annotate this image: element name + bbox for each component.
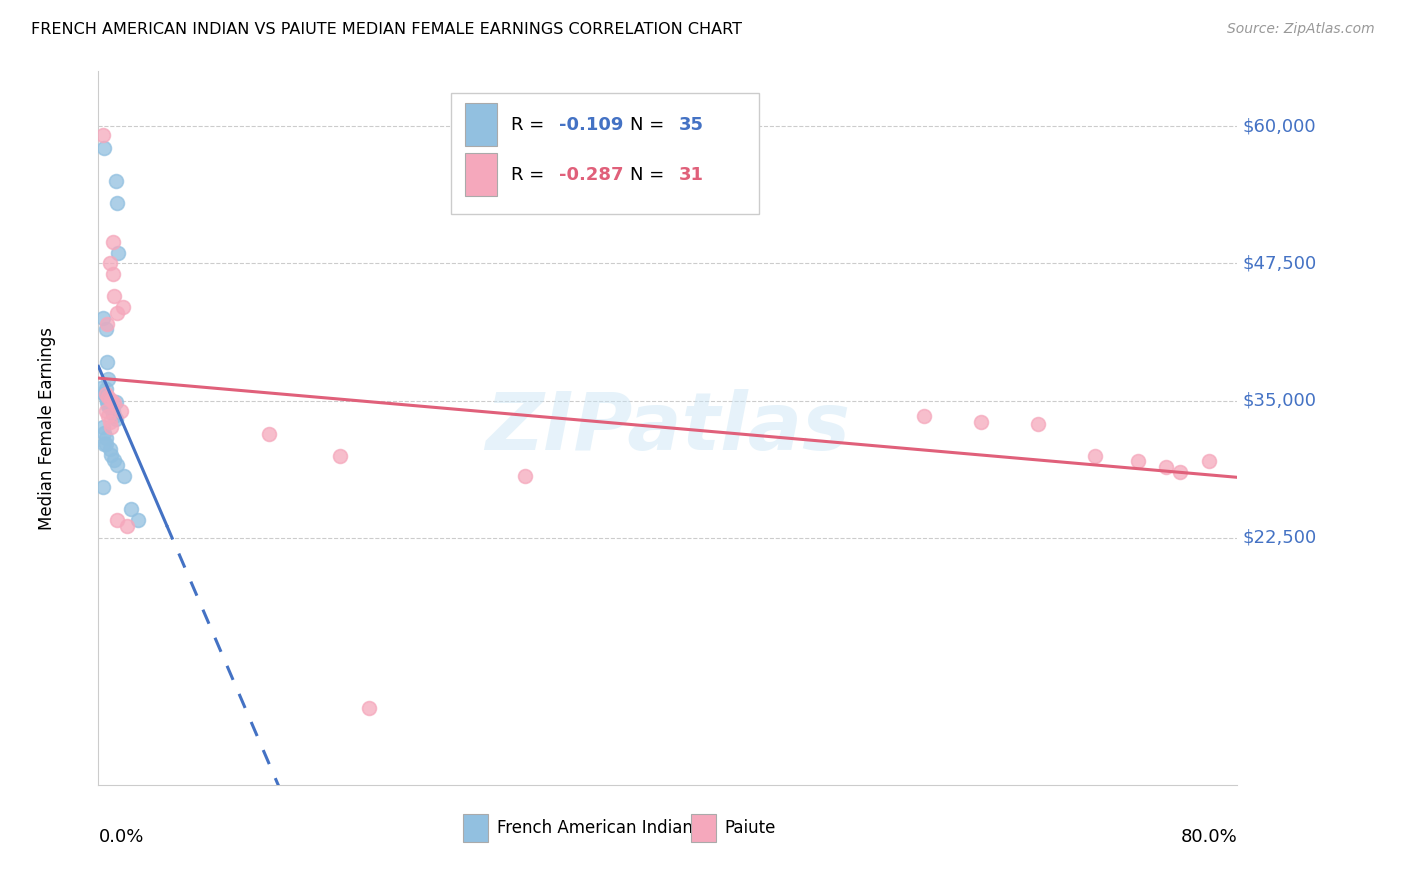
Text: $47,500: $47,500 [1243,254,1317,272]
Point [100,448,122,462]
Point [94,403,117,417]
Point [93,387,115,401]
Point [105,513,128,527]
Text: 80.0%: 80.0% [1181,828,1237,846]
Point [100,401,122,416]
Point [1126,454,1149,468]
Point [107,245,129,260]
Text: $22,500: $22,500 [1243,529,1317,547]
Point [120,502,142,516]
Point [110,403,132,417]
Text: $60,000: $60,000 [1243,117,1316,136]
Text: Paiute: Paiute [725,820,776,838]
Point [105,306,128,320]
Point [1084,449,1107,463]
Point [91,128,114,142]
Bar [463,814,488,842]
Point [103,409,125,423]
FancyBboxPatch shape [451,93,759,214]
Point [94,436,117,450]
Bar [690,814,716,842]
Point [97,372,120,386]
Point [101,403,124,417]
Point [98,256,121,270]
Point [127,513,149,527]
Text: N =: N = [630,166,671,184]
Text: R =: R = [510,116,550,134]
Point [515,469,537,483]
Point [96,317,118,331]
Point [259,426,281,441]
Text: Source: ZipAtlas.com: Source: ZipAtlas.com [1227,22,1375,37]
Point [96,392,118,407]
Point [98,442,121,456]
Point [104,394,127,409]
Point [100,420,122,434]
Point [94,431,117,445]
Point [97,397,120,411]
Point [101,268,124,282]
Point [112,469,135,483]
Point [357,701,380,715]
Point [94,382,117,396]
Text: -0.287: -0.287 [558,166,623,184]
Point [96,394,118,409]
Point [1170,465,1192,479]
Point [1154,459,1177,474]
Point [103,396,125,410]
Text: 31: 31 [679,166,704,184]
Point [94,391,117,405]
Point [98,415,121,429]
Point [111,301,134,315]
Point [105,458,128,473]
Point [1198,454,1220,468]
Point [105,196,128,211]
Point [970,415,993,429]
Bar [465,103,498,146]
Point [91,420,114,434]
Point [97,391,120,405]
Point [97,399,120,413]
Text: Median Female Earnings: Median Female Earnings [38,326,56,530]
Point [101,406,124,420]
Point [1026,417,1049,431]
Text: 35: 35 [679,116,704,134]
Text: $35,000: $35,000 [1243,392,1317,409]
Text: N =: N = [630,116,671,134]
Bar [465,153,498,196]
Point [104,174,127,188]
Point [912,409,935,423]
Point [103,289,125,303]
Text: 0.0%: 0.0% [98,828,143,846]
Point [96,355,118,369]
Point [115,519,138,533]
Point [97,409,120,423]
Point [94,387,117,401]
Point [329,449,352,463]
Text: French American Indians: French American Indians [498,820,702,838]
Point [104,412,127,426]
Point [91,311,114,326]
Point [100,392,122,407]
Point [103,453,125,467]
Point [91,480,114,494]
Point [93,436,115,450]
Point [101,235,124,249]
Point [93,141,115,155]
Point [90,380,112,394]
Text: -0.109: -0.109 [558,116,623,134]
Text: FRENCH AMERICAN INDIAN VS PAIUTE MEDIAN FEMALE EARNINGS CORRELATION CHART: FRENCH AMERICAN INDIAN VS PAIUTE MEDIAN … [31,22,742,37]
Point [93,425,115,440]
Point [94,322,117,336]
Text: ZIPatlas: ZIPatlas [485,389,851,467]
Text: R =: R = [510,166,550,184]
